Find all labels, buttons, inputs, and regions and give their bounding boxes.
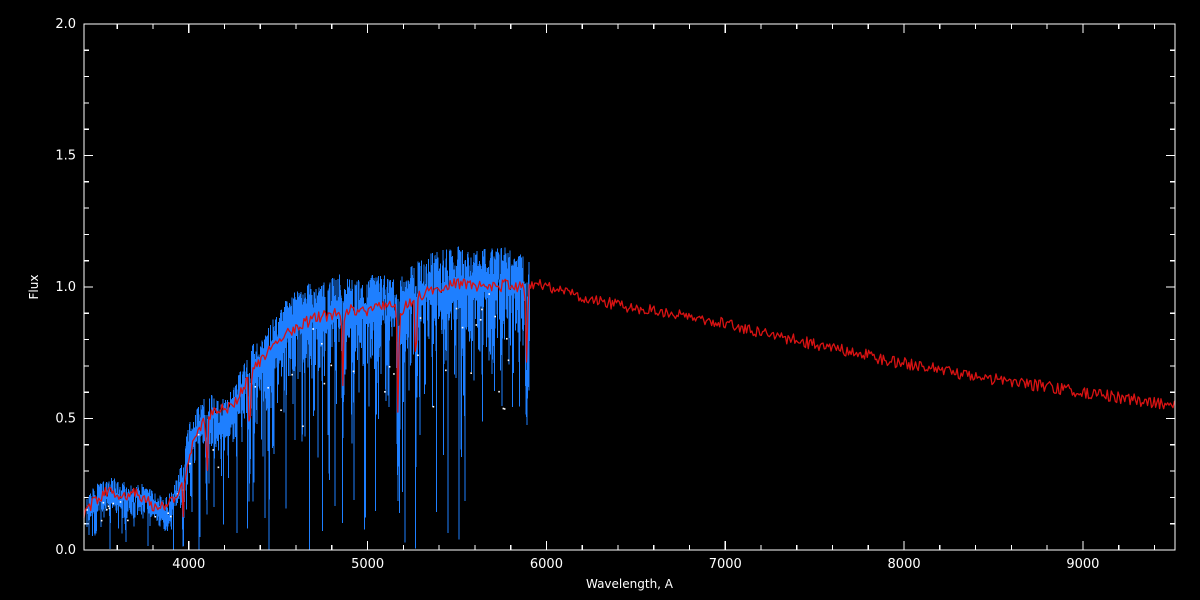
- x-tick-label: 9000: [1066, 557, 1099, 572]
- axis-labels-group: 4000 5000 6000 7000 8000 9000 0.0 0.5 1.0 1.5 2.0 W…: [27, 17, 1099, 591]
- error-point: [86, 509, 88, 511]
- error-point: [475, 324, 478, 326]
- error-point: [502, 407, 505, 410]
- error-point: [112, 502, 115, 505]
- error-point: [470, 372, 472, 374]
- y-axis-title: Flux: [27, 275, 41, 300]
- error-point: [479, 319, 482, 321]
- error-point: [481, 308, 483, 311]
- x-tick-label: 5000: [351, 557, 384, 572]
- error-point: [352, 370, 355, 373]
- x-tick-label: 6000: [530, 557, 563, 572]
- x-tick-label: 8000: [888, 557, 921, 572]
- error-point: [445, 369, 447, 372]
- error-point: [505, 337, 508, 340]
- error-point: [393, 373, 395, 375]
- observed-spectrum-path: [86, 246, 530, 551]
- error-point: [388, 366, 391, 368]
- error-point: [119, 501, 122, 503]
- y-tick-label: 0.0: [55, 543, 76, 558]
- error-point: [106, 508, 108, 511]
- error-point: [189, 462, 191, 465]
- error-point: [432, 405, 435, 408]
- error-point: [217, 466, 220, 469]
- axis-ticks-group: [84, 23, 1175, 551]
- x-tick-label: 7000: [709, 557, 742, 572]
- error-point: [107, 505, 110, 508]
- error-point: [312, 328, 315, 330]
- error-point: [154, 515, 157, 518]
- error-point: [330, 364, 333, 367]
- error-point: [100, 519, 103, 522]
- error-point: [455, 307, 458, 310]
- error-point: [280, 409, 282, 412]
- error-point: [384, 391, 386, 393]
- y-tick-label: 2.0: [55, 17, 76, 32]
- error-point: [102, 501, 105, 504]
- error-point: [127, 519, 129, 522]
- x-axis-title: Wavelength, A: [586, 577, 674, 591]
- error-point: [302, 425, 304, 428]
- y-tick-label: 0.5: [55, 412, 76, 427]
- y-tick-label: 1.0: [55, 280, 76, 295]
- y-tick-label: 1.5: [55, 149, 76, 164]
- model-spectrum-path: [83, 278, 1176, 519]
- error-point: [507, 359, 510, 362]
- error-point: [417, 354, 419, 357]
- error-point: [167, 512, 169, 514]
- error-point: [291, 373, 294, 376]
- error-point: [197, 433, 200, 436]
- error-point: [321, 343, 323, 345]
- axis-frame: [83, 23, 1176, 551]
- error-point: [503, 408, 506, 410]
- error-point: [494, 315, 497, 318]
- error-point: [108, 507, 111, 510]
- error-point: [461, 326, 464, 329]
- error-point: [212, 449, 215, 451]
- x-tick-label: 4000: [172, 557, 205, 572]
- model-spectrum-line: [83, 278, 1176, 519]
- error-point: [267, 386, 269, 389]
- error-point: [254, 385, 257, 388]
- error-point: [323, 382, 326, 385]
- error-points-group: [86, 293, 510, 522]
- error-point: [488, 293, 490, 295]
- error-point: [169, 515, 172, 518]
- error-point: [498, 390, 500, 393]
- error-point: [419, 317, 422, 319]
